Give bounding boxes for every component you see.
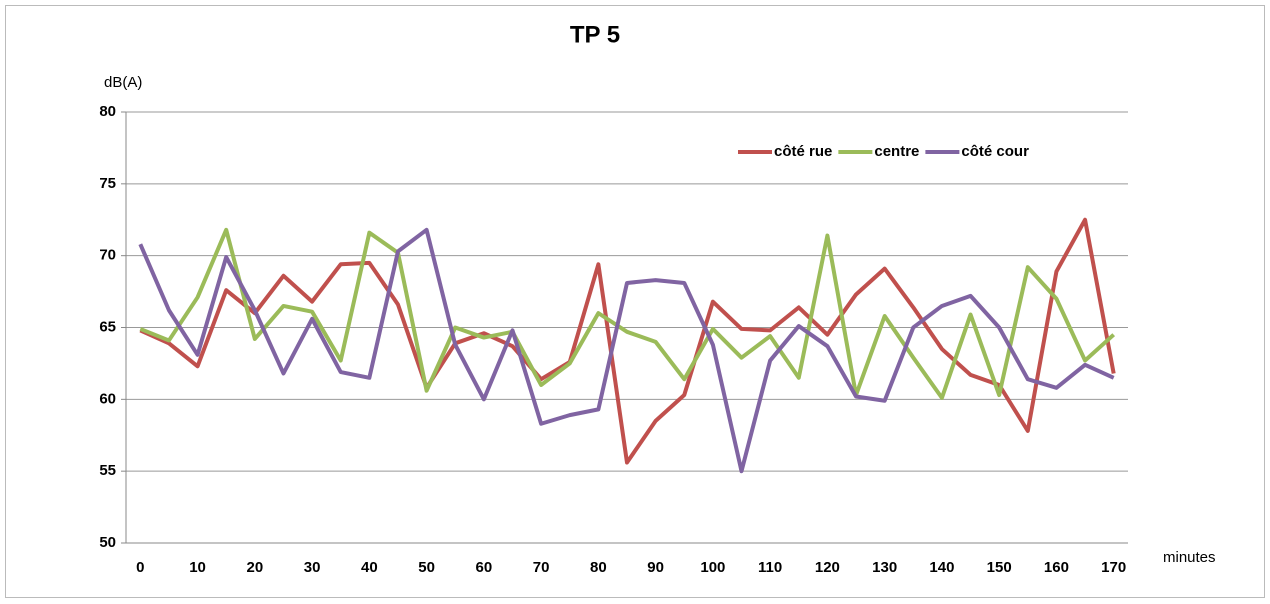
x-tick-label: 170 bbox=[1101, 559, 1126, 576]
chart-frame bbox=[5, 5, 1265, 598]
x-tick-label: 160 bbox=[1044, 559, 1069, 576]
chart-title: TP 5 bbox=[570, 21, 620, 48]
x-tick-label: 70 bbox=[533, 559, 550, 576]
legend-label: côté cour bbox=[961, 143, 1029, 160]
y-tick-label: 60 bbox=[99, 390, 116, 407]
x-tick-label: 120 bbox=[815, 559, 840, 576]
x-tick-label: 30 bbox=[304, 559, 321, 576]
legend-label: centre bbox=[874, 143, 919, 160]
x-tick-label: 40 bbox=[361, 559, 378, 576]
x-tick-label: 90 bbox=[647, 559, 664, 576]
series-line bbox=[139, 227, 1116, 400]
series-line bbox=[138, 227, 1115, 474]
y-tick-label: 50 bbox=[99, 534, 116, 551]
series-line bbox=[139, 217, 1116, 465]
x-tick-label: 50 bbox=[418, 559, 435, 576]
y-axis-label: dB(A) bbox=[104, 74, 142, 91]
x-tick-label: 60 bbox=[476, 559, 493, 576]
x-tick-label: 110 bbox=[758, 559, 782, 576]
y-tick-label: 75 bbox=[99, 175, 116, 192]
x-axis-label: minutes bbox=[1163, 549, 1216, 566]
x-tick-label: 150 bbox=[987, 559, 1012, 576]
x-tick-label: 140 bbox=[929, 559, 954, 576]
y-tick-label: 65 bbox=[99, 318, 116, 335]
legend-label: côté rue bbox=[774, 143, 832, 160]
x-tick-label: 10 bbox=[189, 559, 206, 576]
x-tick-label: 0 bbox=[136, 559, 144, 576]
x-tick-label: 80 bbox=[590, 559, 607, 576]
x-tick-label: 20 bbox=[246, 559, 263, 576]
x-tick-label: 130 bbox=[872, 559, 897, 576]
y-tick-label: 80 bbox=[99, 103, 116, 120]
y-tick-label: 55 bbox=[99, 462, 116, 479]
y-tick-label: 70 bbox=[99, 247, 116, 264]
x-tick-label: 100 bbox=[700, 559, 725, 576]
